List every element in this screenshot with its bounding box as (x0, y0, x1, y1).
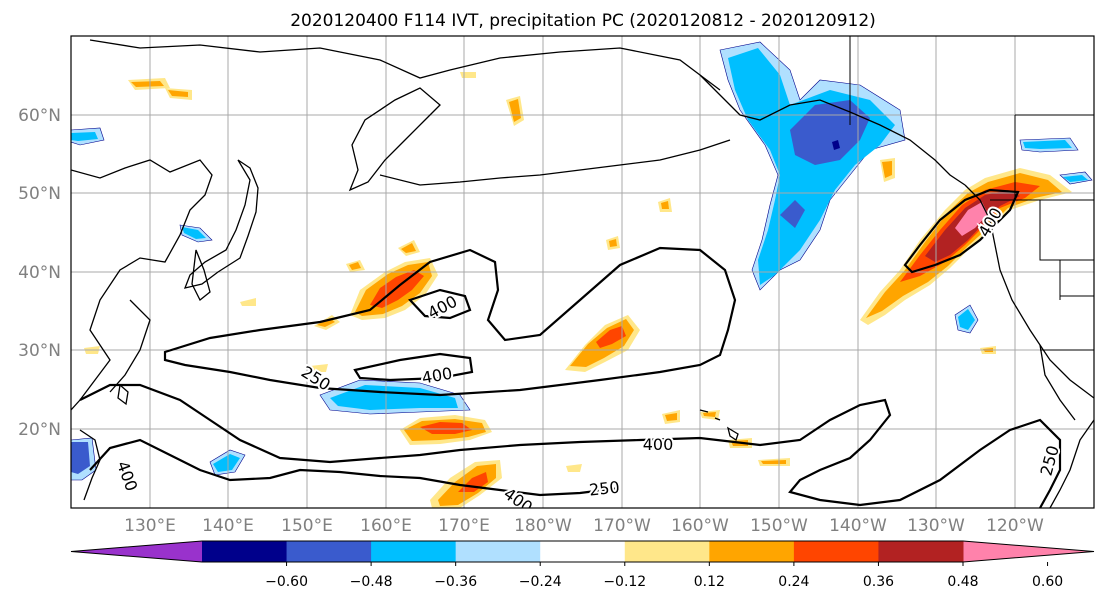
coast-asia (71, 159, 213, 411)
precip-contour-fill (609, 239, 617, 247)
colorbar-extend-min (71, 541, 202, 562)
coast-korea (191, 249, 211, 302)
lon-label: 120°W (986, 516, 1044, 536)
coast-kamchatka (348, 87, 441, 192)
precip-contour-fill (420, 422, 472, 434)
lon-label: 140°E (202, 516, 254, 536)
ivt-contour-400-west (408, 288, 472, 320)
coast-northamerica-west (964, 184, 1094, 399)
map-frame (70, 35, 1095, 509)
coast-aleutians (379, 139, 731, 186)
colorbar-swatch (709, 541, 795, 562)
colorbar-swatch (878, 541, 964, 562)
colorbar-swatch (624, 541, 710, 562)
ivt-contour-label: 400 (643, 435, 674, 454)
graticule (71, 36, 1094, 508)
colorbar-swatch (455, 541, 541, 562)
border-us-states (1039, 200, 1094, 300)
lon-label: 180°W (514, 516, 572, 536)
colorbar-tick-label: −0.48 (350, 574, 393, 590)
ivt-contour-label: 250 (588, 477, 620, 499)
lon-label: 130°E (124, 516, 176, 536)
coast-taiwan (117, 383, 129, 406)
precip-contour-fill (401, 243, 416, 253)
lon-label: 150°E (281, 516, 333, 536)
colorbar-tick-label: −0.36 (434, 574, 477, 590)
lat-label: 30°N (18, 341, 61, 361)
precip-contour-fill (213, 454, 240, 472)
lon-label: 150°W (750, 516, 808, 536)
colorbar-swatch (371, 541, 457, 562)
lon-label: 170°W (593, 516, 651, 536)
lon-label: 160°W (671, 516, 729, 536)
lon-label: 170°E (438, 516, 490, 536)
precip-contour-fill (460, 72, 476, 78)
precip-contour-fill (310, 364, 328, 372)
precip-contour-fill (703, 412, 716, 417)
precip-contour-fill (509, 99, 521, 122)
coast-alaska (699, 74, 966, 186)
lon-label: 140°W (829, 516, 887, 536)
colorbar-tick-label: 0.60 (1032, 574, 1063, 590)
lat-label: 60°N (18, 106, 61, 126)
precip-contour-fill (596, 326, 626, 348)
precip-contour-fill (349, 262, 361, 270)
coast-mexico (1049, 419, 1094, 508)
colorbar-swatch (540, 541, 626, 562)
ivt-contour-400-sw (89, 438, 621, 497)
colorbar-tick-label: −0.24 (519, 574, 562, 590)
precip-contour-fill (665, 413, 677, 421)
ivt-contours (79, 188, 1062, 508)
colorbar-swatch (286, 541, 372, 562)
lat-label: 50°N (18, 184, 61, 204)
longitude-labels: 130°E 140°E 150°E 160°E 170°E 180°W 170°W 160°W… (124, 516, 1044, 536)
colorbar-swatch (202, 541, 288, 562)
precip-contour-fill (661, 201, 669, 209)
precip-contour-fill (71, 132, 98, 141)
precip-contour-fill (168, 90, 188, 97)
coast-siberia (89, 39, 721, 91)
precip-contour-fill (71, 442, 90, 474)
lon-label: 160°E (360, 516, 412, 536)
precip-contour-fill (240, 298, 256, 306)
precip-contour-fill (882, 161, 892, 178)
precip-contour-fill (780, 200, 805, 228)
precip-contour-fill (1063, 175, 1088, 182)
precip-contour-fill (958, 309, 975, 330)
lat-label: 20°N (18, 420, 61, 440)
precip-contour-fill (131, 81, 164, 87)
lat-label: 40°N (18, 263, 61, 283)
precip-contour-fill (1023, 140, 1072, 149)
colorbar-tick-label: 0.12 (694, 574, 725, 590)
map-title: 2020120400 F114 IVT, precipitation PC (2… (290, 11, 876, 31)
colorbar-swatch (793, 541, 879, 562)
coast-china (109, 299, 151, 393)
political-borders (849, 36, 1094, 351)
coast-baja (1039, 344, 1076, 421)
lon-label: 130°W (907, 516, 965, 536)
hawaii (699, 409, 739, 442)
ivt-contour-250-main (163, 246, 737, 397)
precip-contour-fill (832, 140, 840, 150)
colorbar-tick-label: 0.48 (947, 574, 978, 590)
colorbar-tick-label: −0.60 (265, 574, 308, 590)
precipitation-pc-fills (71, 41, 1093, 508)
precip-contour-fill (955, 202, 988, 236)
colorbar-tick-label: 0.36 (863, 574, 894, 590)
colorbar-tick-label: 0.24 (778, 574, 809, 590)
colorbar-outline (70, 540, 1095, 563)
precip-contour-fill (566, 464, 582, 472)
colorbar-tick-label: −0.12 (603, 574, 646, 590)
precip-contour-fill (182, 227, 206, 239)
colorbar-extend-max (963, 541, 1094, 562)
ivt-contour-coastal-ar (903, 188, 1020, 274)
latitude-labels: 60°N 50°N 40°N 30°N 20°N (18, 106, 61, 440)
precip-contour-fill (761, 460, 786, 464)
colorbar: −0.60 −0.48 −0.36 −0.24 −0.12 0.12 0.24 0.36 0.4… (70, 540, 1095, 590)
ivt-contour-250-south (79, 383, 1062, 508)
ivt-contour-400-central (353, 352, 474, 382)
